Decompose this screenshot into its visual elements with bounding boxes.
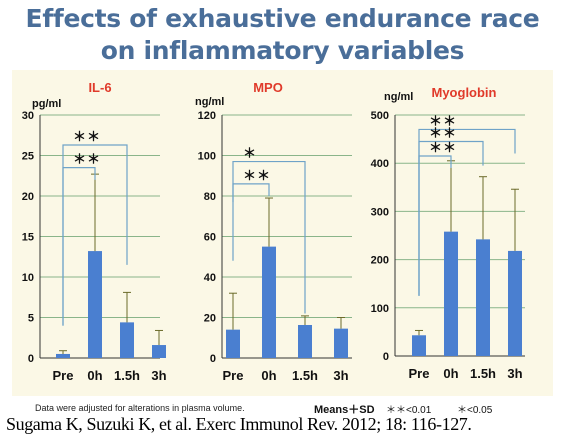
page-title-line-1: Effects of exhaustive endurance race [25,4,540,33]
myoglobin-bar-3h [508,250,522,356]
myoglobin-ytick-label: 100 [371,303,389,315]
mpo-ytick-label: 100 [198,151,216,163]
il-6-bar-3h [152,345,166,358]
mpo-chart-title: MPO [253,80,283,95]
il-6-ytick-label: 10 [22,272,34,284]
legend-p-005: ＊<0.05 [457,405,493,416]
myoglobin-ytick-label: 300 [371,206,389,218]
legend-p-001: ＊＊<0.01 [386,405,432,416]
mpo-y-unit-label: ng/ml [195,96,224,108]
mpo-bar-pre [226,329,240,358]
il-6-bar-pre [56,353,70,358]
myoglobin-significance-marker: ＊＊ [429,114,457,129]
mpo-bar-0h [262,246,276,358]
myoglobin-category-label: Pre [409,366,430,381]
mpo-ytick-label: 0 [210,353,216,365]
mpo-ytick-label: 20 [204,313,216,325]
legend-means-sd: Means＋SD [314,404,375,416]
mpo-significance-marker: ＊ [243,147,257,162]
il-6-y-unit-label: pg/ml [32,98,61,110]
myoglobin-significance-marker: ＊＊ [429,127,457,142]
mpo-ytick-label: 120 [198,110,216,122]
mpo-significance-bracket-0 [232,160,306,314]
mpo-bar-3h [334,328,348,358]
myoglobin-ytick-label: 200 [371,255,389,267]
myoglobin-category-label: 0h [443,366,458,381]
il-6-bar-15h [120,322,134,358]
il-6-ytick-label: 5 [28,313,34,325]
mpo-significance-bracket-1 [232,183,270,203]
il-6-chart-title: IL-6 [88,80,111,95]
il-6-ytick-label: 20 [22,191,34,203]
il-6-category-label: 3h [151,368,166,383]
myoglobin-category-label: 3h [507,366,522,381]
il-6-category-label: Pre [53,368,74,383]
mpo-category-label: 1.5h [292,368,318,383]
myoglobin-category-label: 1.5h [470,366,496,381]
mpo-category-label: 3h [333,368,348,383]
il-6-ytick-label: 30 [22,110,34,122]
plasma-volume-note: Data were adjusted for alterations in pl… [35,403,245,413]
citation: Sugama K, Suzuki K, et al. Exerc Immunol… [6,414,472,434]
il-6-bar-0h [88,251,102,358]
mpo-ytick-label: 40 [204,272,216,284]
il-6-category-label: 0h [87,368,102,383]
myoglobin-bar-pre [412,335,426,356]
mpo-category-label: Pre [223,368,244,383]
mpo-significance-marker: ＊＊ [243,169,271,184]
il-6-ytick-label: 0 [28,353,34,365]
chart-area: 0 5 10 15 20 25 30 IL-6 pg/ml Pre 0h 1.5h 3h ＊＊ ＊＊ 0 20 4… [12,70,553,396]
myoglobin-significance-marker: ＊＊ [429,141,457,156]
il-6-significance-bracket-1 [62,167,96,326]
page-title-line-2: on inflammatory variables [100,36,465,65]
myoglobin-y-unit-label: ng/ml [384,91,413,103]
mpo-ytick-label: 60 [204,232,216,244]
myoglobin-bar-0h [444,231,458,356]
il-6-category-label: 1.5h [114,368,140,383]
myoglobin-ytick-label: 0 [383,351,389,363]
myoglobin-chart-title: Myoglobin [432,85,497,100]
mpo-ytick-label: 80 [204,191,216,203]
il-6-ytick-label: 15 [22,232,34,244]
myoglobin-bar-15h [476,239,490,356]
il-6-ytick-label: 25 [22,151,34,163]
il-6-significance-marker: ＊＊ [73,130,101,145]
myoglobin-significance-bracket-2 [418,155,452,296]
myoglobin-ytick-label: 500 [371,110,389,122]
il-6-significance-marker: ＊＊ [73,153,101,168]
myoglobin-ytick-label: 400 [371,158,389,170]
mpo-category-label: 0h [261,368,276,383]
mpo-bar-15h [298,324,312,358]
